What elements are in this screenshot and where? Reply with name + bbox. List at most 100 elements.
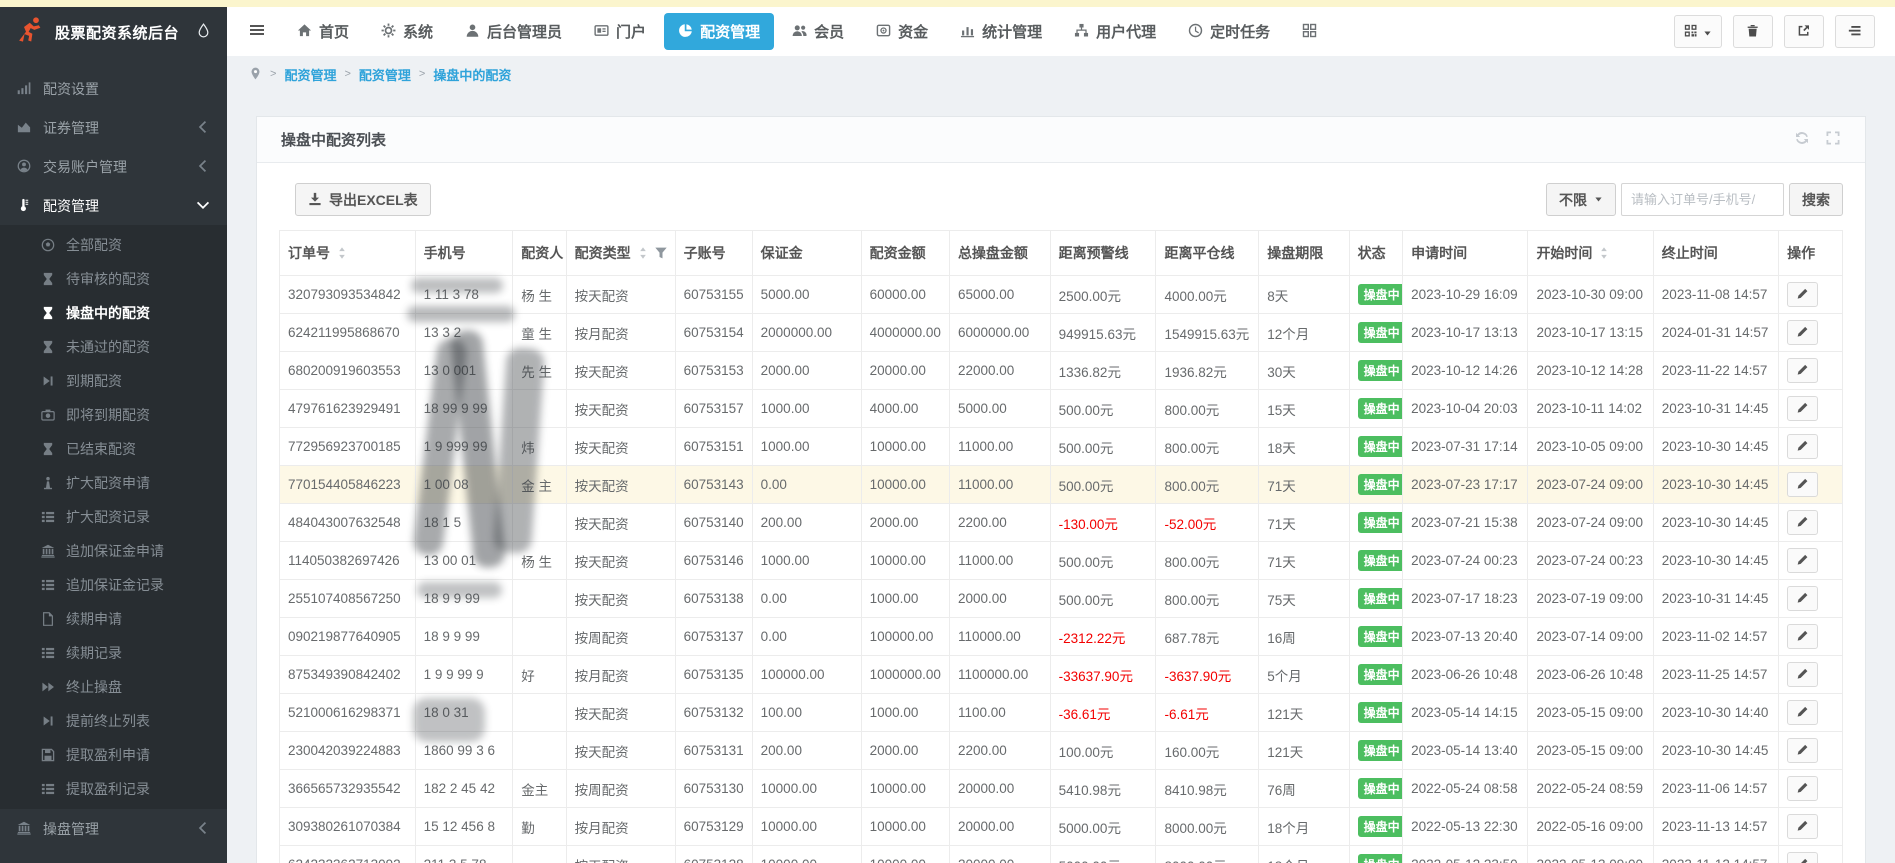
refresh-icon[interactable] [1794,130,1810,149]
col-header-配资人[interactable]: 配资人 [513,231,566,276]
col-header-订单号[interactable]: 订单号 [280,231,416,276]
sidebar-subitem-提取盈利记录[interactable]: 提取盈利记录 [0,772,227,806]
col-header-配资类型[interactable]: 配资类型 [566,231,675,276]
sidebar-subitem-待审核的配资[interactable]: 待审核的配资 [0,262,227,296]
cell-amount: 10000.00 [861,846,949,863]
sidebar-subitem-全部配资[interactable]: 全部配资 [0,228,227,262]
cell-account: 60753128 [675,846,752,863]
nav-item-会员[interactable]: 会员 [778,13,858,50]
sidebar-subitem-续期申请[interactable]: 续期申请 [0,602,227,636]
cell-order: 624232362713092 [280,846,416,863]
sidebar-subitem-提取盈利申请[interactable]: 提取盈利申请 [0,738,227,772]
sidebar-subitem-即将到期配资[interactable]: 即将到期配资 [0,398,227,432]
sidebar-subitem-终止操盘[interactable]: 终止操盘 [0,670,227,704]
sidebar-item-配资设置[interactable]: 配资设置 [0,69,227,108]
breadcrumb-link[interactable]: 配资管理 [284,65,336,84]
cell-apply-time: 2022-05-24 08:58 [1403,770,1528,808]
filter-icon[interactable] [654,245,668,261]
nav-item-后台管理员[interactable]: 后台管理员 [451,13,576,50]
cell-apply-time: 2023-10-12 14:26 [1403,352,1528,390]
edit-button[interactable] [1787,396,1818,421]
edit-button[interactable] [1787,282,1818,307]
nav-item-grid[interactable] [1288,15,1331,48]
nav-item-label: 用户代理 [1096,21,1156,42]
nav-item-定时任务[interactable]: 定时任务 [1174,13,1284,50]
col-header-操作: 操作 [1779,231,1843,276]
edit-button[interactable] [1787,320,1818,345]
sidebar-item-配资管理[interactable]: 配资管理 [0,186,227,225]
sidebar-item-交易账户管理[interactable]: 交易账户管理 [0,147,227,186]
edit-button[interactable] [1787,586,1818,611]
cell-phone: 1 9 9 99 9 [415,656,513,694]
sidebar-item-操盘管理[interactable]: 操盘管理 [0,809,227,848]
edit-button[interactable] [1787,814,1818,839]
edit-button[interactable] [1787,662,1818,687]
trash-button[interactable] [1733,15,1773,48]
table-row: 770154405846223 1 00 08 金 主 按天配资 6075314… [280,466,1843,504]
status-badge: 操盘中 [1358,664,1403,685]
nav-item-label: 统计管理 [982,21,1042,42]
sidebar-subitem-扩大配资记录[interactable]: 扩大配资记录 [0,500,227,534]
edit-button[interactable] [1787,548,1818,573]
edit-button[interactable] [1787,472,1818,497]
cell-amount: 2000.00 [861,732,949,770]
nav-item-系统[interactable]: 系统 [367,13,447,50]
cell-amount: 10000.00 [861,466,949,504]
sidebar-subitem-到期配资[interactable]: 到期配资 [0,364,227,398]
sort-icon[interactable] [636,245,650,261]
qr-code-button[interactable] [1674,15,1722,48]
cell-account: 60753137 [675,618,752,656]
fullscreen-icon[interactable] [1825,130,1841,149]
filter-dropdown-button[interactable]: 不限 [1546,183,1616,216]
sidebar-subitem-已结束配资[interactable]: 已结束配资 [0,432,227,466]
nav-item-门户[interactable]: 门户 [580,13,660,50]
drop-icon[interactable] [196,23,211,40]
cell-close-line: -6.61元 [1156,694,1259,732]
sidebar-subitem-提前终止列表[interactable]: 提前终止列表 [0,704,227,738]
sidebar-subitem-续期记录[interactable]: 续期记录 [0,636,227,670]
nav-item-首页[interactable]: 首页 [283,13,363,50]
edit-button[interactable] [1787,358,1818,383]
cell-apply-time: 2022-05-12 23:50 [1403,846,1528,863]
main-area: 首页系统后台管理员门户配资管理会员资金统计管理用户代理定时任务 >配资管理>配资… [227,7,1895,863]
sidebar-subitem-操盘中的配资[interactable]: 操盘中的配资 [0,296,227,330]
edit-button[interactable] [1787,624,1818,649]
sidebar-subitem-追加保证金记录[interactable]: 追加保证金记录 [0,568,227,602]
cell-apply-time: 2023-10-04 20:03 [1403,390,1528,428]
search-input[interactable] [1621,183,1784,216]
edit-button[interactable] [1787,510,1818,535]
edit-button[interactable] [1787,434,1818,459]
sidebar-subitem-扩大配资申请[interactable]: 扩大配资申请 [0,466,227,500]
cell-total: 11000.00 [949,542,1050,580]
search-button[interactable]: 搜索 [1789,183,1843,216]
breadcrumb-link[interactable]: 配资管理 [359,65,411,84]
cell-close-line: -3637.90元 [1156,656,1259,694]
edit-button[interactable] [1787,738,1818,763]
sort-icon[interactable] [1597,245,1611,261]
right-menu-button[interactable] [1835,15,1875,48]
sort-icon[interactable] [335,245,349,261]
nav-item-统计管理[interactable]: 统计管理 [946,13,1056,50]
nav-item-用户代理[interactable]: 用户代理 [1060,13,1170,50]
sidebar-toggle-icon[interactable] [249,22,265,41]
cell-margin: 200.00 [752,732,861,770]
search-group: 不限 搜索 [1546,183,1843,216]
nav-item-配资管理[interactable]: 配资管理 [664,13,774,50]
sidebar-subitem-未通过的配资[interactable]: 未通过的配资 [0,330,227,364]
table-row: 230042039224883 1860 99 3 6 按天配资 6075313… [280,732,1843,770]
hourglass-icon [40,305,55,321]
external-link-button[interactable] [1784,15,1824,48]
breadcrumb-link[interactable]: 操盘中的配资 [433,65,511,84]
nav-item-资金[interactable]: 资金 [862,13,942,50]
cell-actions [1779,352,1843,390]
sidebar-subitem-追加保证金申请[interactable]: 追加保证金申请 [0,534,227,568]
edit-button[interactable] [1787,700,1818,725]
export-excel-button[interactable]: 导出EXCEL表 [295,183,431,216]
brand[interactable]: 股票配资系统后台 [0,7,227,57]
edit-button[interactable] [1787,852,1818,863]
sidebar-item-证券管理[interactable]: 证券管理 [0,108,227,147]
col-header-开始时间[interactable]: 开始时间 [1528,231,1653,276]
sidebar-subitem-label: 到期配资 [66,371,122,391]
cell-amount: 10000.00 [861,808,949,846]
edit-button[interactable] [1787,776,1818,801]
